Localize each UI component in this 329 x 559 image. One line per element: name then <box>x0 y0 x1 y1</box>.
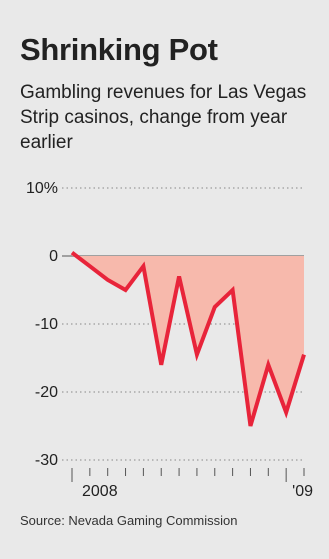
y-tick-label: -10 <box>35 316 58 333</box>
source-note: Source: Nevada Gaming Commission <box>20 513 237 528</box>
y-tick-label: 10% <box>26 180 58 197</box>
y-tick-label: -30 <box>35 452 58 469</box>
y-tick-label: -20 <box>35 384 58 401</box>
x-tick-label: '09 <box>292 483 313 500</box>
x-tick-label: 2008 <box>82 483 118 500</box>
y-tick-label: 0 <box>49 248 58 265</box>
